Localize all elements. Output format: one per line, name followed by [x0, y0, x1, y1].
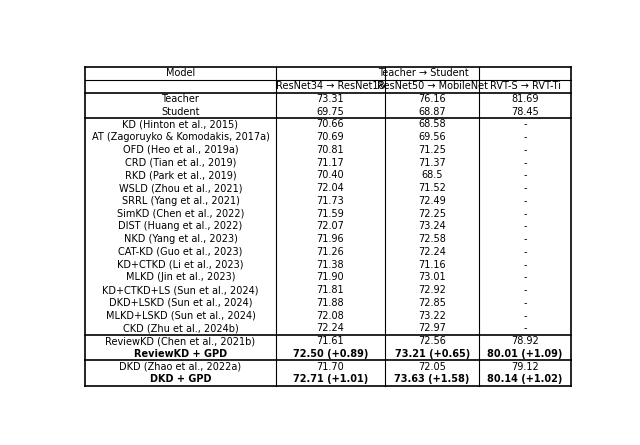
Text: 73.24: 73.24 — [419, 222, 446, 231]
Text: 72.97: 72.97 — [418, 324, 446, 333]
Text: -: - — [524, 196, 527, 206]
Text: 80.14 (+1.02): 80.14 (+1.02) — [488, 374, 563, 384]
Text: -: - — [524, 285, 527, 295]
Text: 71.38: 71.38 — [317, 260, 344, 270]
Text: 69.56: 69.56 — [419, 132, 446, 142]
Text: 70.66: 70.66 — [317, 119, 344, 129]
Text: NKD (Yang et al., 2023): NKD (Yang et al., 2023) — [124, 234, 237, 244]
Text: MLKD (Jin et al., 2023): MLKD (Jin et al., 2023) — [125, 272, 235, 283]
Text: 72.49: 72.49 — [419, 196, 446, 206]
Text: 76.16: 76.16 — [419, 94, 446, 104]
Text: 71.37: 71.37 — [419, 158, 446, 168]
Text: 71.73: 71.73 — [317, 196, 344, 206]
Text: -: - — [524, 158, 527, 168]
Text: -: - — [524, 247, 527, 257]
Text: 71.26: 71.26 — [317, 247, 344, 257]
Text: 73.63 (+1.58): 73.63 (+1.58) — [394, 374, 470, 384]
Text: 78.92: 78.92 — [511, 336, 539, 346]
Text: 72.85: 72.85 — [418, 298, 446, 308]
Text: Teacher: Teacher — [161, 94, 200, 104]
Text: KD (Hinton et al., 2015): KD (Hinton et al., 2015) — [122, 119, 239, 129]
Text: -: - — [524, 298, 527, 308]
Text: 68.58: 68.58 — [419, 119, 446, 129]
Text: 71.81: 71.81 — [317, 285, 344, 295]
Text: 72.71 (+1.01): 72.71 (+1.01) — [293, 374, 368, 384]
Text: 71.96: 71.96 — [317, 234, 344, 244]
Text: -: - — [524, 145, 527, 155]
Text: 71.17: 71.17 — [317, 158, 344, 168]
Text: 71.88: 71.88 — [317, 298, 344, 308]
Text: 72.24: 72.24 — [317, 324, 344, 333]
Text: KD+CTKD+LS (Sun et al., 2024): KD+CTKD+LS (Sun et al., 2024) — [102, 285, 259, 295]
Text: 71.25: 71.25 — [418, 145, 446, 155]
Text: OFD (Heo et al., 2019a): OFD (Heo et al., 2019a) — [123, 145, 238, 155]
Text: 73.01: 73.01 — [419, 272, 446, 283]
Text: SRRL (Yang et al., 2021): SRRL (Yang et al., 2021) — [122, 196, 239, 206]
Text: 71.59: 71.59 — [317, 209, 344, 218]
Text: CRD (Tian et al., 2019): CRD (Tian et al., 2019) — [125, 158, 236, 168]
Text: 71.16: 71.16 — [419, 260, 446, 270]
Text: 71.52: 71.52 — [418, 183, 446, 193]
Text: 78.45: 78.45 — [511, 107, 539, 117]
Text: -: - — [524, 324, 527, 333]
Text: AT (Zagoruyko & Komodakis, 2017a): AT (Zagoruyko & Komodakis, 2017a) — [92, 132, 269, 142]
Text: 72.92: 72.92 — [418, 285, 446, 295]
Text: 71.90: 71.90 — [317, 272, 344, 283]
Text: -: - — [524, 119, 527, 129]
Text: 79.12: 79.12 — [511, 362, 539, 372]
Text: -: - — [524, 260, 527, 270]
Text: 72.07: 72.07 — [317, 222, 344, 231]
Text: WSLD (Zhou et al., 2021): WSLD (Zhou et al., 2021) — [118, 183, 242, 193]
Text: 72.24: 72.24 — [418, 247, 446, 257]
Text: Student: Student — [161, 107, 200, 117]
Text: ReviewKD (Chen et al., 2021b): ReviewKD (Chen et al., 2021b) — [106, 336, 255, 346]
Text: ResNet50 → MobileNet: ResNet50 → MobileNet — [377, 81, 488, 91]
Text: 71.61: 71.61 — [317, 336, 344, 346]
Text: RKD (Park et al., 2019): RKD (Park et al., 2019) — [125, 170, 236, 181]
Text: 73.31: 73.31 — [317, 94, 344, 104]
Text: 69.75: 69.75 — [317, 107, 344, 117]
Text: 70.69: 70.69 — [317, 132, 344, 142]
Text: -: - — [524, 132, 527, 142]
Text: -: - — [524, 234, 527, 244]
Text: -: - — [524, 170, 527, 181]
Text: KD+CTKD (Li et al., 2023): KD+CTKD (Li et al., 2023) — [117, 260, 244, 270]
Text: 72.25: 72.25 — [418, 209, 446, 218]
Text: CKD (Zhu et al., 2024b): CKD (Zhu et al., 2024b) — [123, 324, 238, 333]
Text: Model: Model — [166, 69, 195, 78]
Text: MLKD+LSKD (Sun et al., 2024): MLKD+LSKD (Sun et al., 2024) — [106, 311, 255, 321]
Text: 72.05: 72.05 — [418, 362, 446, 372]
Text: -: - — [524, 209, 527, 218]
Text: RVT-S → RVT-Ti: RVT-S → RVT-Ti — [490, 81, 561, 91]
Text: -: - — [524, 272, 527, 283]
Text: 70.81: 70.81 — [317, 145, 344, 155]
Text: 73.21 (+0.65): 73.21 (+0.65) — [394, 349, 470, 359]
Text: 72.04: 72.04 — [317, 183, 344, 193]
Text: DKD+LSKD (Sun et al., 2024): DKD+LSKD (Sun et al., 2024) — [109, 298, 252, 308]
Text: CAT-KD (Guo et al., 2023): CAT-KD (Guo et al., 2023) — [118, 247, 243, 257]
Text: 72.08: 72.08 — [317, 311, 344, 321]
Text: ReviewKD + GPD: ReviewKD + GPD — [134, 349, 227, 359]
Text: 73.22: 73.22 — [418, 311, 446, 321]
Text: 80.01 (+1.09): 80.01 (+1.09) — [488, 349, 563, 359]
Text: DKD + GPD: DKD + GPD — [150, 374, 211, 384]
Text: 81.69: 81.69 — [511, 94, 539, 104]
Text: 68.87: 68.87 — [419, 107, 446, 117]
Text: 72.56: 72.56 — [418, 336, 446, 346]
Text: DIST (Huang et al., 2022): DIST (Huang et al., 2022) — [118, 222, 243, 231]
Text: -: - — [524, 222, 527, 231]
Text: 68.5: 68.5 — [421, 170, 443, 181]
Text: -: - — [524, 311, 527, 321]
Text: Teacher → Student: Teacher → Student — [378, 69, 469, 78]
Text: 72.50 (+0.89): 72.50 (+0.89) — [292, 349, 368, 359]
Text: 71.70: 71.70 — [317, 362, 344, 372]
Text: -: - — [524, 183, 527, 193]
Text: 70.40: 70.40 — [317, 170, 344, 181]
Text: 72.58: 72.58 — [418, 234, 446, 244]
Text: DKD (Zhao et al., 2022a): DKD (Zhao et al., 2022a) — [120, 362, 241, 372]
Text: ResNet34 → ResNet18: ResNet34 → ResNet18 — [276, 81, 385, 91]
Text: SimKD (Chen et al., 2022): SimKD (Chen et al., 2022) — [116, 209, 244, 218]
